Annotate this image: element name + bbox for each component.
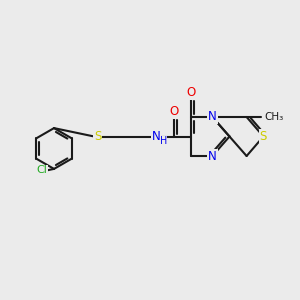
Text: Cl: Cl: [36, 165, 47, 176]
Text: O: O: [169, 105, 178, 119]
Text: S: S: [260, 130, 267, 143]
Text: CH₃: CH₃: [265, 112, 284, 122]
Text: H: H: [160, 136, 167, 146]
Text: N: N: [208, 149, 217, 163]
Text: S: S: [94, 130, 101, 143]
Text: N: N: [208, 110, 217, 124]
Text: N: N: [152, 130, 160, 143]
Text: O: O: [187, 86, 196, 99]
